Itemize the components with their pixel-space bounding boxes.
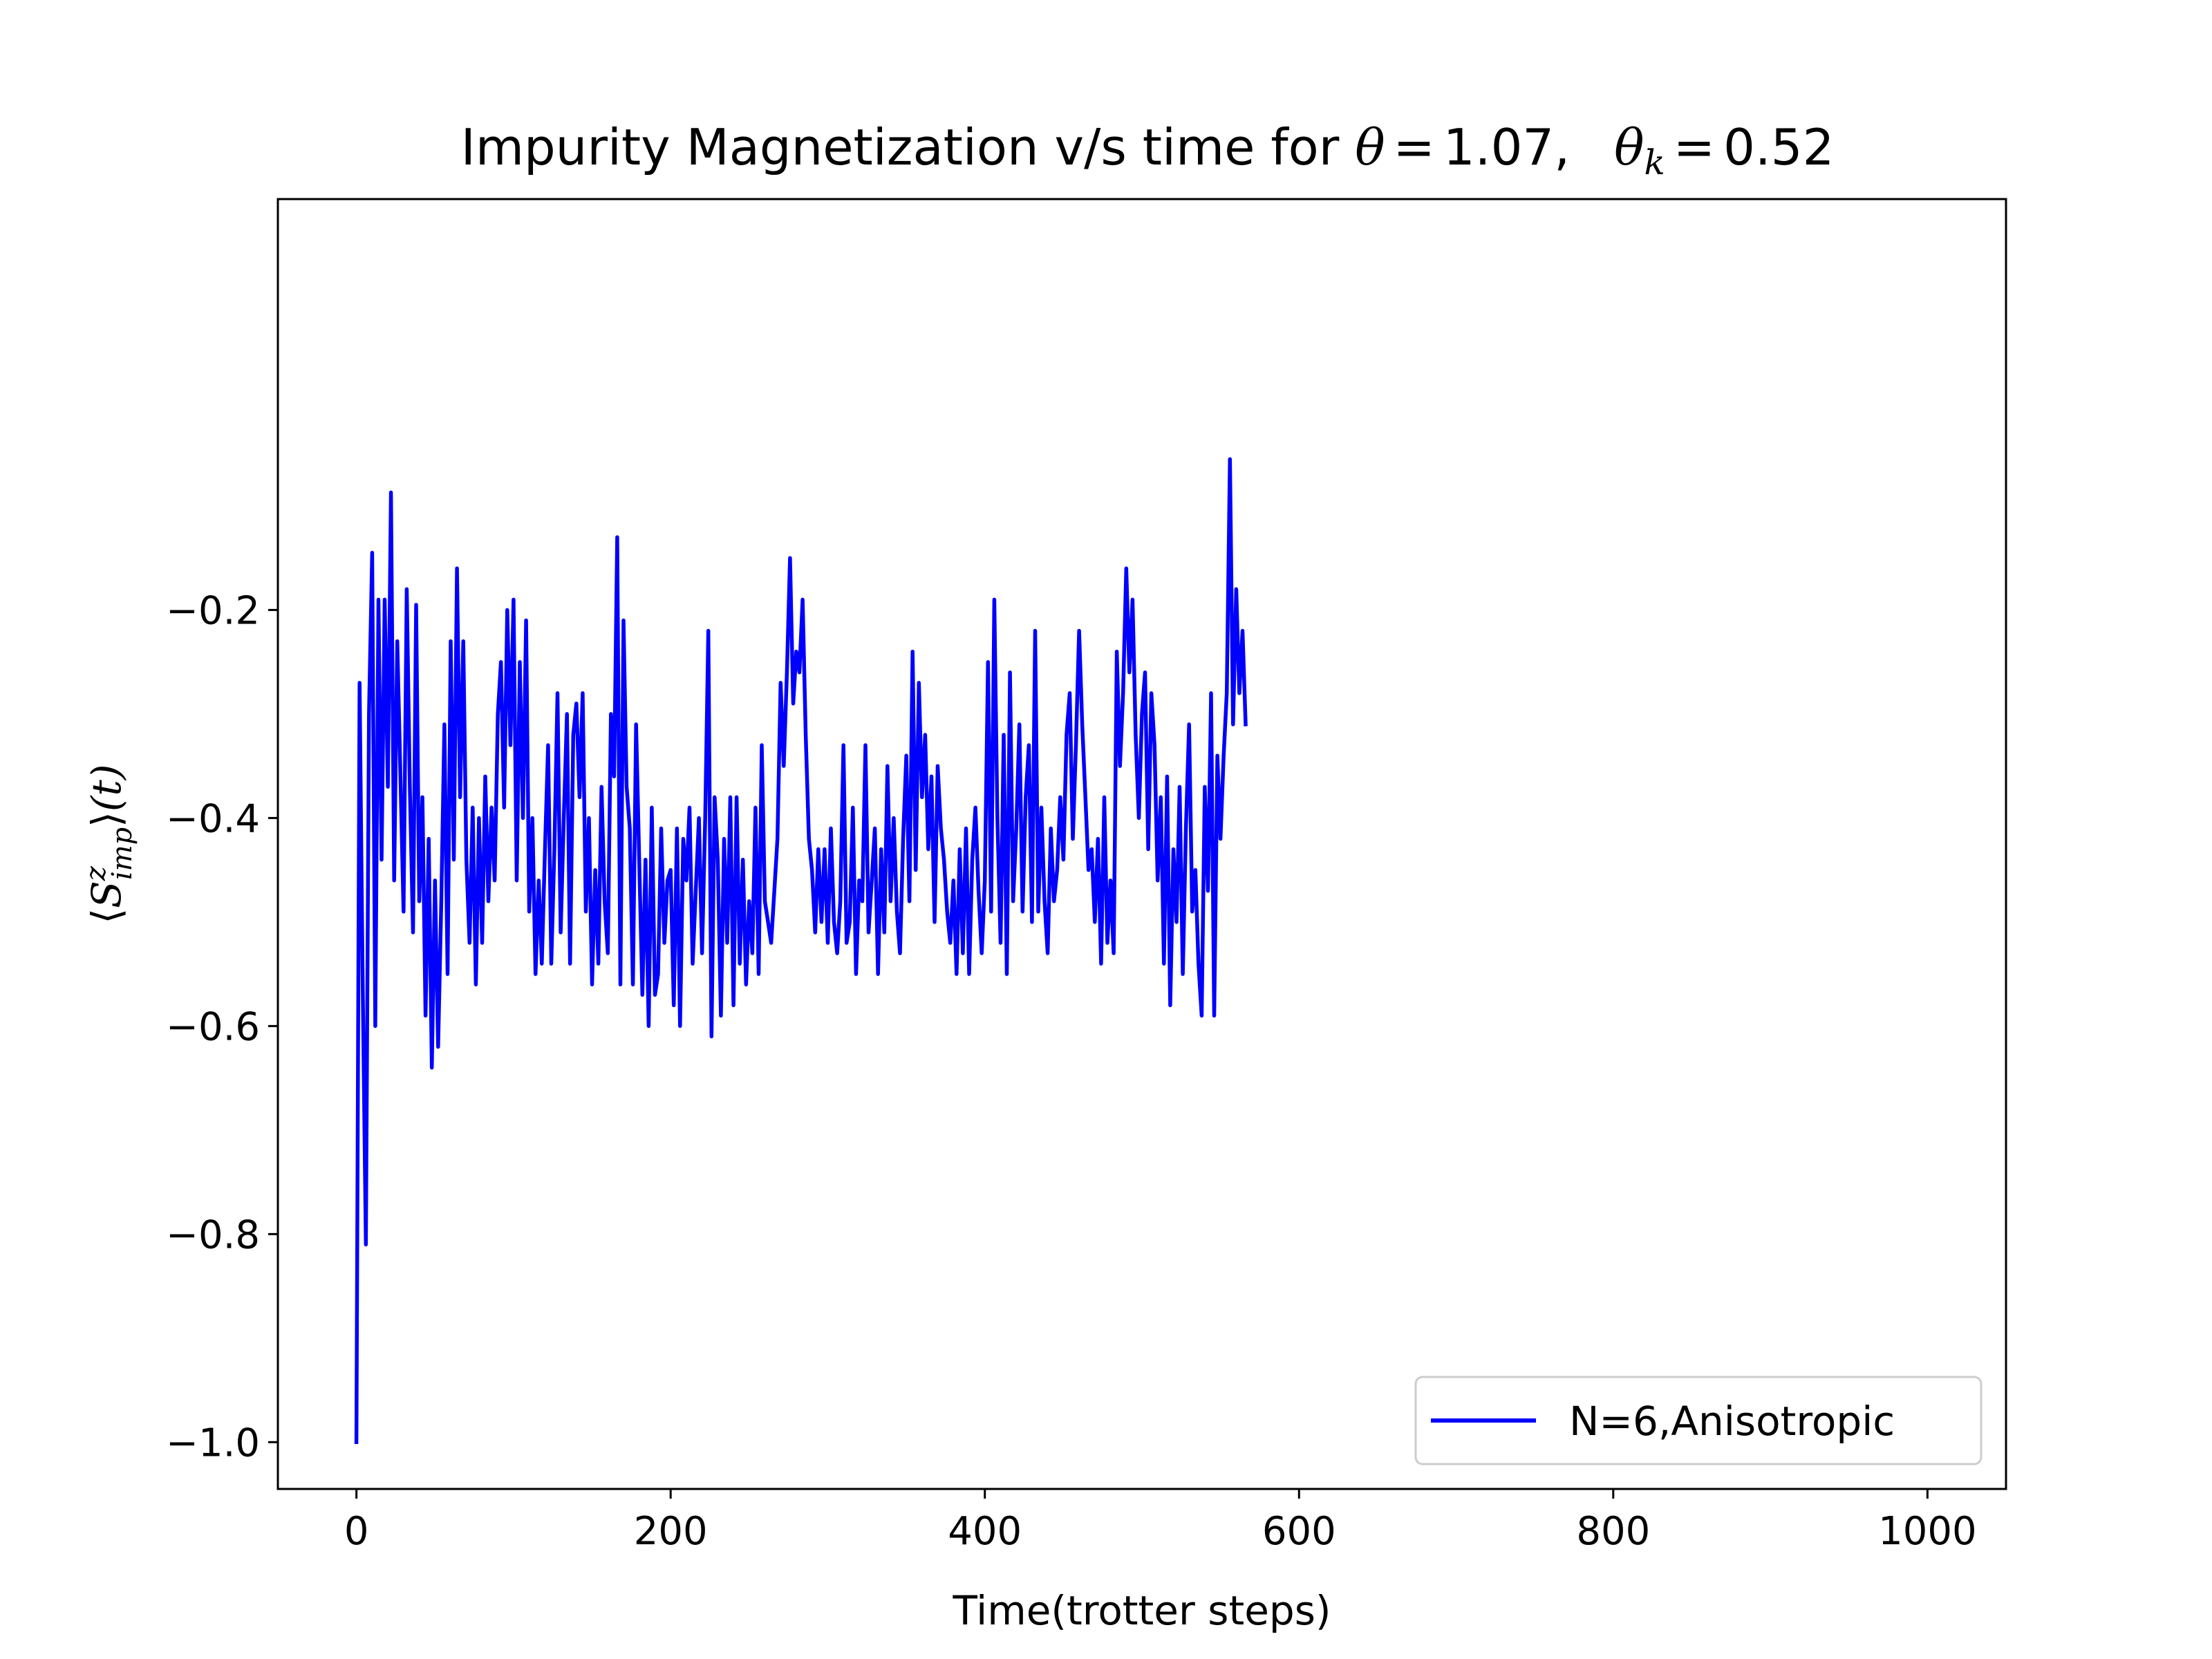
y-axis-ticks: −1.0 −0.8 −0.6 −0.4 −0.2 [166, 588, 278, 1465]
y-tick-label: −0.8 [166, 1212, 260, 1257]
x-axis-label: Time(trotter steps) [952, 1587, 1331, 1634]
x-tick-label: 800 [1576, 1509, 1650, 1554]
chart-title: Impurity Magnetization v/s time for θ = 1.… [461, 118, 1835, 182]
y-tick-label: −0.6 [166, 1004, 260, 1049]
x-tick-label: 400 [948, 1509, 1022, 1554]
y-label-right-bracket: ⟩ [83, 812, 130, 827]
y-tick-label: −1.0 [166, 1421, 260, 1465]
title-theta-k-value: 0.52 [1723, 118, 1834, 176]
title-theta-value: 1.07 [1443, 118, 1554, 176]
series-layer [354, 457, 1248, 1445]
x-tick-label: 200 [634, 1509, 708, 1554]
y-axis-label: ⟨Szimp⟩(t) [80, 765, 138, 924]
axes-frame [276, 198, 2007, 1490]
series-line-0 [354, 457, 1248, 1445]
legend-label: N=6,Anisotropic [1569, 1398, 1895, 1445]
x-axis-ticks: 0 200 400 600 800 1000 [344, 1489, 1977, 1554]
y-label-left-bracket: ⟨ [83, 908, 130, 924]
y-label-superscript: z [80, 865, 112, 881]
y-label-subscript: imp [106, 827, 138, 880]
title-theta-symbol: θ [1355, 118, 1385, 176]
y-tick-label: −0.2 [166, 588, 260, 633]
title-equals-1: = [1394, 118, 1435, 176]
y-label-argument: (t) [83, 765, 130, 812]
y-label-symbol: S [83, 881, 130, 908]
title-theta-k-symbol: θ [1614, 118, 1644, 176]
title-equals-2: = [1674, 118, 1715, 176]
plot-area [276, 198, 2007, 1490]
chart-title-text: Impurity Magnetization v/s time for θ = 1.… [461, 118, 1835, 182]
title-theta-k-subscript: k [1644, 142, 1665, 182]
legend: N=6,Anisotropic [1414, 1376, 1983, 1465]
x-tick-label: 1000 [1878, 1509, 1977, 1554]
y-tick-label: −0.4 [166, 796, 260, 841]
x-tick-label: 0 [344, 1509, 369, 1554]
legend-box [1414, 1376, 1983, 1465]
x-tick-label: 600 [1262, 1509, 1336, 1554]
title-separator: , [1554, 118, 1570, 176]
title-prefix: Impurity Magnetization v/s time for [461, 118, 1356, 176]
